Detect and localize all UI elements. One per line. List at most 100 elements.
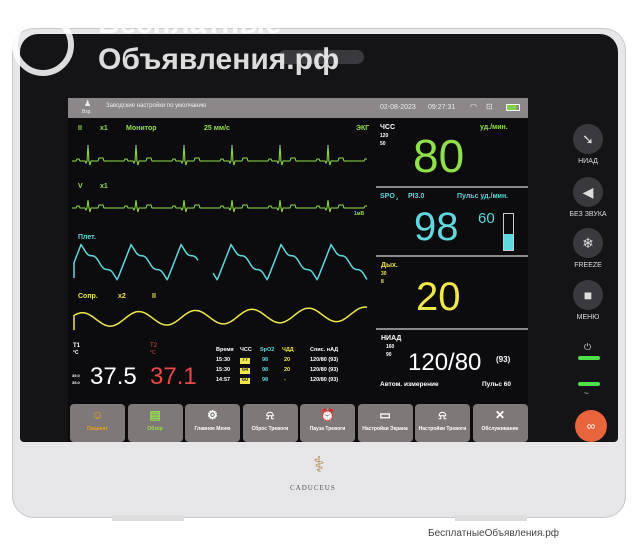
snowflake-icon: ❄ (582, 235, 594, 251)
alarm-icon: ∞ (586, 419, 596, 433)
ecg2-waveform (72, 199, 367, 213)
spo2-label: SPO (380, 193, 395, 200)
resp-wave-lead: II (152, 293, 156, 300)
t1-value[interactable]: 37.5 (90, 363, 137, 390)
tools-icon: ✕ (494, 408, 506, 422)
toolbar-button-label: Пациент (87, 426, 108, 432)
review-icon: ▤ (149, 408, 161, 422)
ac-icon: ~ (584, 389, 589, 398)
brand-logo: ⚕ (313, 452, 325, 477)
wifi-icon: ◠ (470, 102, 477, 111)
divider (376, 328, 528, 330)
pulse-value: 60 (478, 210, 495, 227)
trend-cell-time: 15:30 (216, 357, 231, 363)
alarm-light (278, 50, 364, 64)
ecg2-lead[interactable]: V (78, 183, 83, 190)
spo2-value[interactable]: 98 (414, 205, 459, 249)
nibp-button[interactable]: ➘ (573, 124, 603, 154)
monitor-screen: ♟ Взр. Заводские настройки по умолчанию … (68, 98, 528, 442)
toolbar-button[interactable]: ⏰ Пауза Тревоги (300, 404, 355, 442)
toolbar-button[interactable]: ⍾ Настройки Тревоги (415, 404, 470, 442)
toolbar-button[interactable]: ⍾ Сброс Тревоги (242, 404, 298, 442)
hr-unit: уд./мин. (480, 124, 508, 131)
trend-cell-time: 14:57 (216, 377, 231, 383)
trend-cell-rr: - (284, 377, 286, 383)
nibp-button-label: НИАД (578, 158, 598, 165)
spo2-sub: 2 (396, 196, 399, 201)
t2-value[interactable]: 37.1 (150, 363, 197, 390)
col-hr: ЧСС (240, 347, 252, 353)
t1-low: 35.0 (72, 380, 80, 385)
toolbar-button-label: Обслуживание (481, 426, 519, 432)
ecg2-gain[interactable]: x1 (100, 183, 108, 190)
trend-cell-spo2: 98 (262, 377, 269, 383)
status-bar: ♟ Взр. Заводские настройки по умолчанию … (68, 98, 528, 118)
power-icon[interactable]: ⏻ (584, 342, 592, 352)
toolbar-button-label: Настройки Тревоги (418, 426, 467, 432)
t1-unit: °C (73, 350, 79, 356)
col-rr: ЧДД (282, 347, 294, 353)
pleth-label: Плет. (78, 234, 96, 241)
toolbar-button[interactable]: ✕ Обслуживание (472, 404, 528, 442)
nibp-mean: (93) (496, 355, 511, 364)
ecg1-gain[interactable]: x1 (100, 125, 108, 132)
alarm-button[interactable]: ∞ (575, 410, 607, 442)
watermark-bottom: БесплатныеОбъявления.рф (428, 528, 559, 539)
toolbar-button-label: Обзор (147, 426, 163, 432)
trend-cell-nibp: 120/80 (93) (310, 357, 339, 363)
trend-cell-spo2: 98 (262, 357, 269, 363)
alarm-pause-icon: ⏰ (320, 408, 335, 422)
network-icon: ⊡ (486, 102, 493, 111)
hr-value[interactable]: 80 (413, 130, 465, 182)
watermark-line2: Объявления.рф (98, 43, 340, 76)
trend-cell-rr: 20 (284, 367, 291, 373)
mute-button-label: БЕЗ ЗВУКА (569, 211, 607, 218)
col-nibp: Спис. нАД (310, 347, 339, 353)
hr-label: ЧСС (380, 124, 396, 131)
t1-label: T1 (73, 343, 81, 349)
hr-low: 50 (380, 141, 386, 147)
spo2-pulse-label: Пульс уд./мин. (457, 193, 509, 200)
divider (376, 255, 528, 257)
trend-cell-nibp: 120/80 (93) (310, 367, 339, 373)
menu-button[interactable]: ■ (573, 280, 603, 310)
screen-icon: ▭ (379, 408, 391, 422)
nibp-mode: Автом. измерение (380, 381, 439, 388)
date: 02-08-2023 (380, 104, 416, 111)
freeze-button[interactable]: ❄ (573, 228, 603, 258)
nibp-pulse: Пульс 60 (482, 381, 511, 388)
foot-left (112, 515, 184, 521)
col-time: Время (216, 347, 234, 353)
ecg1-waveform (72, 144, 367, 166)
perfusion-bar-fill (504, 233, 513, 250)
foot-right (455, 515, 527, 521)
toolbar-button[interactable]: ▤ Обзор (127, 404, 183, 442)
trend-cell-nibp: 120/80 (93) (310, 377, 339, 383)
cuff-icon: ➘ (582, 131, 594, 147)
resp-high: 30 (381, 271, 387, 277)
patient-icon: ☺ (91, 408, 104, 422)
resp-label: Дых. (381, 262, 398, 269)
ecg1-speed[interactable]: 25 мм/с (204, 125, 230, 132)
battery-icon (506, 104, 520, 111)
toolbar-button[interactable]: ⚙ Главное Меню (185, 404, 240, 442)
patient-type-icon: ♟ (84, 99, 92, 108)
toolbar-button-label: Настройки Экрана (362, 426, 408, 432)
trend-cell-hr: 77 (240, 357, 251, 364)
freeze-button-label: FREEZE (574, 262, 602, 269)
resp-waveform (73, 306, 368, 330)
mute-button[interactable]: ◀ (573, 177, 603, 207)
watermark-line1: Бесплатные (98, 7, 282, 40)
t2-unit: °C (150, 350, 156, 356)
t2-label: T2 (150, 343, 158, 349)
ecg1-mode[interactable]: Монитор (126, 125, 157, 132)
ecg2-scale: 1мВ (354, 211, 365, 217)
resp-value[interactable]: 20 (416, 275, 461, 319)
toolbar-button[interactable]: ☺ Пациент (70, 404, 125, 442)
toolbar-button-label: Пауза Тревоги (309, 426, 346, 432)
toolbar-button[interactable]: ▭ Настройки Экрана (357, 404, 413, 442)
ecg1-lead[interactable]: II (78, 125, 82, 132)
nibp-value[interactable]: 120/80 (408, 349, 482, 376)
spo2-pi: PI3.0 (408, 193, 425, 200)
divider (376, 186, 528, 188)
